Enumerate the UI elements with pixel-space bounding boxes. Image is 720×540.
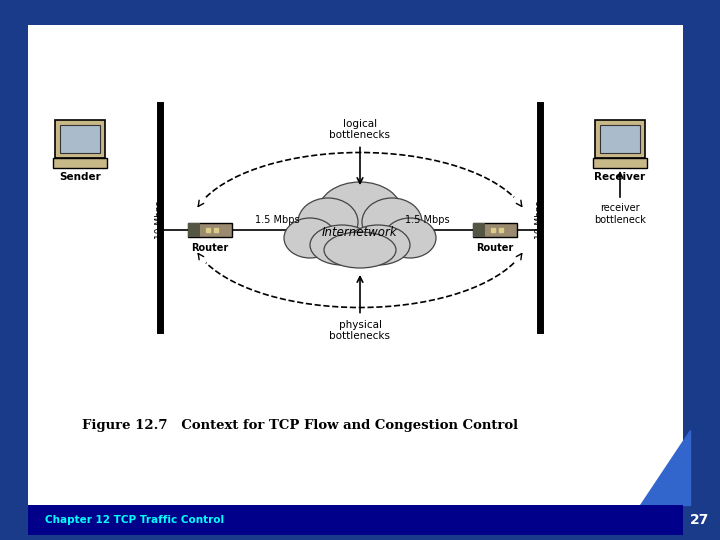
Text: 10 Mbps: 10 Mbps (536, 201, 544, 239)
Text: 1.5 Mbps: 1.5 Mbps (405, 215, 450, 225)
Text: logical
bottlenecks: logical bottlenecks (330, 119, 390, 140)
Text: receiver
bottleneck: receiver bottleneck (594, 203, 646, 225)
Text: physical
bottlenecks: physical bottlenecks (330, 320, 390, 341)
Polygon shape (640, 430, 690, 505)
FancyBboxPatch shape (593, 158, 647, 168)
Ellipse shape (384, 218, 436, 258)
FancyBboxPatch shape (28, 505, 683, 535)
Ellipse shape (310, 225, 374, 265)
Text: Router: Router (477, 243, 513, 253)
FancyBboxPatch shape (55, 120, 105, 158)
Text: 27: 27 (690, 513, 710, 527)
Text: 10 Mbps: 10 Mbps (156, 201, 164, 239)
Text: Router: Router (192, 243, 229, 253)
FancyBboxPatch shape (60, 125, 100, 153)
FancyBboxPatch shape (473, 223, 485, 237)
Text: Internetwork: Internetwork (322, 226, 398, 240)
Ellipse shape (346, 225, 410, 265)
Ellipse shape (324, 232, 396, 268)
Ellipse shape (318, 182, 402, 242)
FancyBboxPatch shape (28, 25, 683, 505)
FancyBboxPatch shape (188, 223, 232, 237)
FancyBboxPatch shape (600, 125, 640, 153)
Text: Sender: Sender (59, 172, 101, 182)
Text: Figure 12.7   Context for TCP Flow and Congestion Control: Figure 12.7 Context for TCP Flow and Con… (82, 418, 518, 431)
FancyBboxPatch shape (473, 223, 517, 237)
Ellipse shape (305, 202, 415, 262)
Text: Chapter 12 TCP Traffic Control: Chapter 12 TCP Traffic Control (45, 515, 224, 525)
FancyBboxPatch shape (595, 120, 645, 158)
Text: 1.5 Mbps: 1.5 Mbps (255, 215, 300, 225)
Ellipse shape (284, 218, 336, 258)
Ellipse shape (298, 198, 358, 246)
Ellipse shape (362, 198, 422, 246)
FancyBboxPatch shape (188, 223, 200, 237)
Text: Receiver: Receiver (595, 172, 646, 182)
FancyBboxPatch shape (53, 158, 107, 168)
